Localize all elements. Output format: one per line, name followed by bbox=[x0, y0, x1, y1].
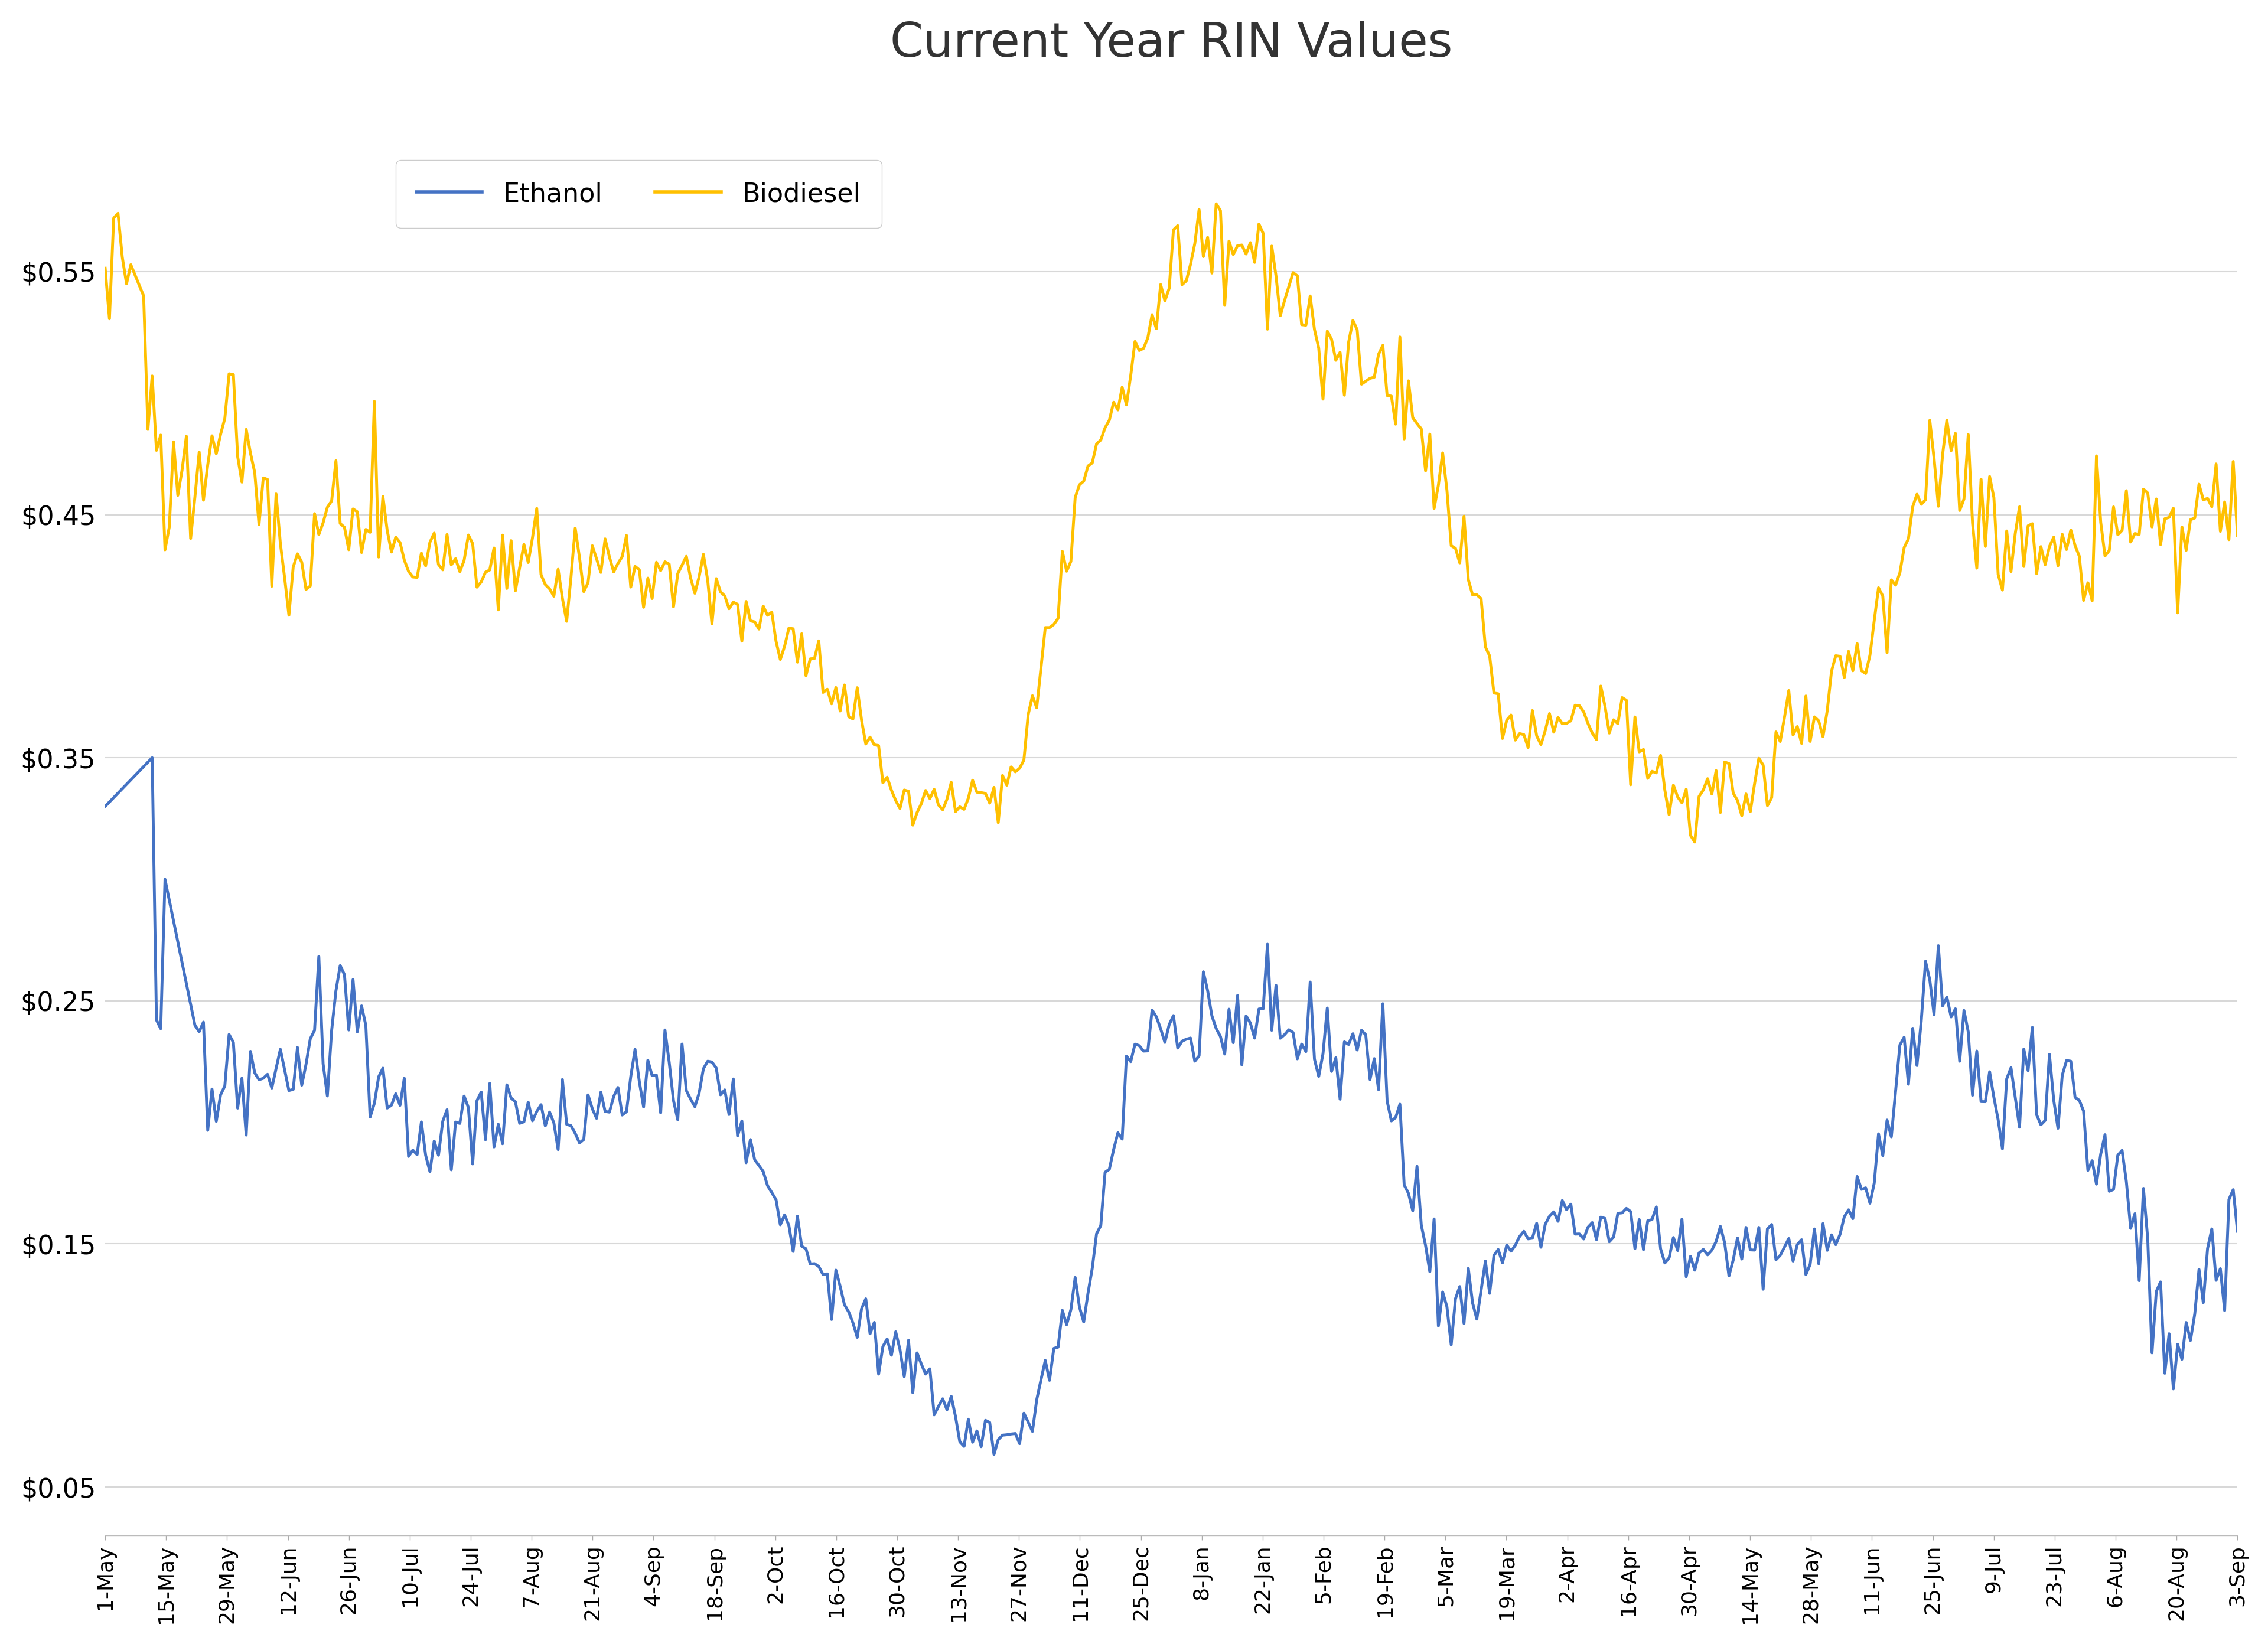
Biodiesel bbox=[2182, 508, 2209, 528]
Title: Current Year RIN Values: Current Year RIN Values bbox=[889, 20, 1452, 66]
Biodiesel bbox=[1250, 224, 1277, 243]
Biodiesel bbox=[1365, 345, 1393, 365]
Ethanol bbox=[2182, 1304, 2209, 1323]
Ethanol bbox=[138, 748, 166, 768]
Biodiesel bbox=[91, 258, 118, 278]
Line: Biodiesel: Biodiesel bbox=[104, 204, 2239, 842]
Ethanol bbox=[1370, 995, 1397, 1014]
Ethanol bbox=[1848, 1179, 1876, 1198]
Biodiesel bbox=[1202, 194, 1229, 214]
Biodiesel bbox=[2225, 526, 2252, 546]
Legend: Ethanol, Biodiesel: Ethanol, Biodiesel bbox=[395, 161, 882, 227]
Biodiesel bbox=[1681, 832, 1708, 852]
Ethanol bbox=[1125, 1036, 1152, 1055]
Biodiesel bbox=[1848, 661, 1876, 681]
Ethanol bbox=[1254, 934, 1281, 954]
Ethanol bbox=[1114, 1046, 1141, 1065]
Biodiesel bbox=[1105, 399, 1132, 419]
Line: Ethanol: Ethanol bbox=[104, 758, 2239, 1455]
Ethanol bbox=[2225, 1221, 2252, 1241]
Ethanol bbox=[91, 796, 118, 815]
Biodiesel bbox=[1118, 365, 1145, 385]
Ethanol bbox=[980, 1445, 1007, 1465]
